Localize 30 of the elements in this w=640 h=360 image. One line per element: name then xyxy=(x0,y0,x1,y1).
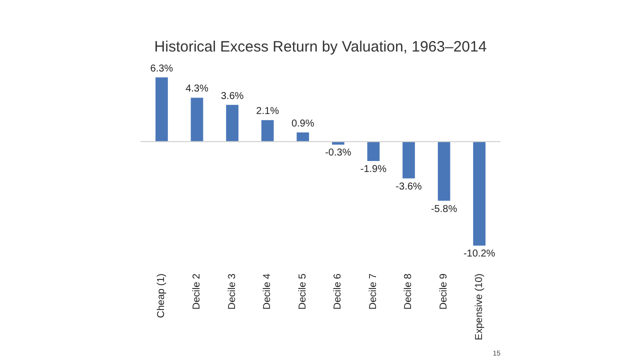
x-tick-label: Decile 3 xyxy=(226,273,238,310)
bar xyxy=(156,77,168,142)
x-tick-label: Decile 7 xyxy=(368,273,379,310)
bar xyxy=(473,142,486,246)
bar xyxy=(438,142,450,201)
data-label: -5.8% xyxy=(430,204,458,215)
x-tick-label: Decile 2 xyxy=(191,273,202,310)
data-label: -0.3% xyxy=(325,148,352,159)
data-label: 4.3% xyxy=(186,84,208,95)
data-label: -1.9% xyxy=(360,164,387,175)
x-tick-label: Decile 6 xyxy=(332,273,344,310)
x-tick-label: Expensive (10) xyxy=(474,273,485,340)
bar xyxy=(402,142,415,178)
x-tick-label: Decile 8 xyxy=(403,273,414,310)
chart-title: Historical Excess Return by Valuation, 1963–2014 xyxy=(154,38,487,56)
bar xyxy=(367,142,380,161)
bar xyxy=(261,120,274,142)
bar xyxy=(190,98,204,142)
x-tick-label: Decile 5 xyxy=(297,273,308,310)
data-label: 3.6% xyxy=(220,90,244,102)
x-tick-label: Decile 9 xyxy=(438,273,450,310)
bar xyxy=(226,104,238,142)
x-tick-label: Cheap (1) xyxy=(156,274,168,318)
data-label: 0.9% xyxy=(291,118,314,130)
bar xyxy=(296,132,310,142)
data-label: 6.3% xyxy=(150,63,174,74)
data-label: -3.6% xyxy=(396,181,422,192)
data-label: 2.1% xyxy=(256,106,280,118)
data-label: -10.2% xyxy=(463,248,496,260)
x-tick-label: Decile 4 xyxy=(262,273,274,310)
